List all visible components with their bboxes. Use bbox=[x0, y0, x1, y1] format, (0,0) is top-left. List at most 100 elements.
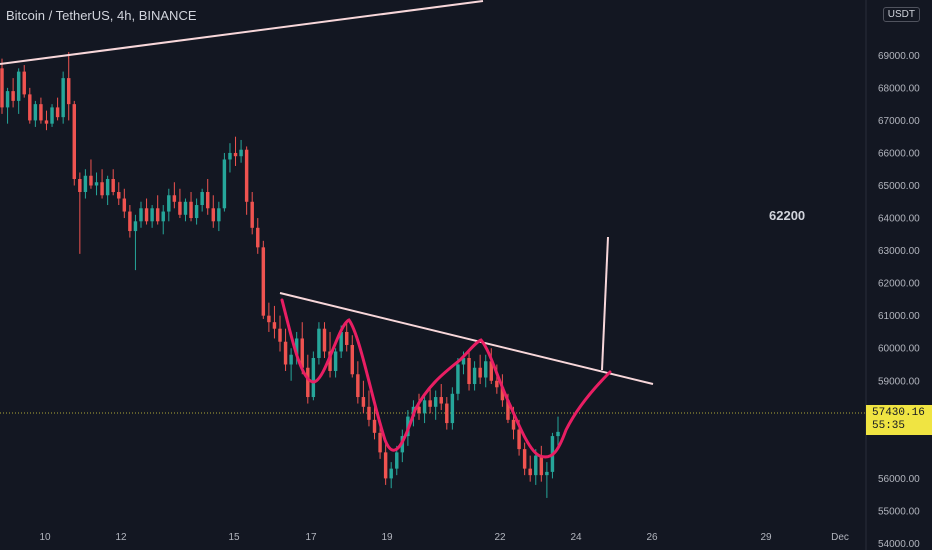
candle-body bbox=[500, 387, 505, 401]
candle-body bbox=[0, 68, 4, 108]
candle-body bbox=[456, 364, 460, 394]
candle-body bbox=[28, 94, 32, 121]
chart-title: Bitcoin / TetherUS, 4h, BINANCE bbox=[6, 8, 197, 23]
time-tick-label: Dec bbox=[831, 532, 849, 543]
price-tick-label: 63000.00 bbox=[878, 246, 920, 257]
currency-badge[interactable]: USDT bbox=[882, 7, 920, 22]
price-tick-label: 61000.00 bbox=[878, 311, 920, 322]
candle-body bbox=[333, 351, 338, 372]
candle-body bbox=[506, 400, 510, 420]
price-tick-label: 67000.00 bbox=[878, 116, 920, 127]
candle-body bbox=[478, 367, 482, 378]
candle-body bbox=[522, 449, 527, 469]
candle-body bbox=[189, 201, 193, 219]
candle-body bbox=[133, 221, 138, 232]
price-tick-label: 60000.00 bbox=[878, 344, 920, 355]
price-tick-label: 62000.00 bbox=[878, 279, 920, 290]
candle-body bbox=[395, 452, 399, 469]
candle-body bbox=[495, 380, 499, 388]
candle-body bbox=[311, 357, 316, 398]
candle-body bbox=[83, 175, 88, 193]
candle-body bbox=[556, 431, 560, 437]
candle-body bbox=[16, 71, 21, 101]
candle-body bbox=[417, 406, 421, 414]
candle-body bbox=[461, 357, 466, 365]
candle-body bbox=[111, 178, 115, 193]
time-axis[interactable]: 10 12 15 17 19 22 24 26 29 Dec bbox=[39, 532, 848, 543]
candle-body bbox=[239, 149, 243, 157]
candle-body bbox=[244, 149, 249, 202]
candle-body bbox=[483, 361, 488, 378]
price-tick-label: 66000.00 bbox=[878, 148, 920, 159]
candle-body bbox=[450, 393, 455, 424]
neckline-trendline bbox=[279, 292, 654, 385]
candle-body bbox=[383, 452, 388, 479]
drawings-layer: 62200 bbox=[0, 0, 805, 459]
candle-body bbox=[300, 338, 304, 368]
time-tick-label: 22 bbox=[494, 532, 506, 543]
candle-body bbox=[139, 208, 143, 222]
candle-body bbox=[205, 192, 210, 209]
candle-body bbox=[361, 397, 366, 407]
candle-body bbox=[256, 227, 260, 248]
candle-body bbox=[445, 403, 449, 424]
price-tick-label: 65000.00 bbox=[878, 181, 920, 192]
candle-body bbox=[194, 205, 199, 219]
candle-body bbox=[44, 120, 49, 124]
candle-body bbox=[89, 175, 93, 186]
candle-body bbox=[433, 397, 438, 407]
candle-body bbox=[356, 374, 360, 398]
candle-body bbox=[155, 208, 160, 222]
candle-body bbox=[472, 367, 477, 385]
candle-body bbox=[289, 354, 293, 365]
candle-body bbox=[528, 468, 532, 476]
candle-body bbox=[122, 198, 127, 212]
bar-countdown: 55:35 bbox=[872, 420, 906, 432]
price-tick-label: 64000.00 bbox=[878, 214, 920, 225]
candle-body bbox=[228, 152, 232, 160]
price-tick-label: 54000.00 bbox=[878, 539, 920, 550]
candle-body bbox=[422, 400, 427, 414]
candle-body bbox=[233, 152, 238, 157]
candle-body bbox=[545, 471, 549, 476]
candle-body bbox=[94, 182, 99, 186]
candle-body bbox=[367, 406, 371, 420]
time-tick-label: 17 bbox=[305, 532, 317, 543]
candle-body bbox=[183, 201, 188, 215]
candle-body bbox=[306, 367, 310, 398]
candle-body bbox=[5, 91, 10, 108]
candle-body bbox=[11, 91, 15, 101]
candle-body bbox=[117, 192, 121, 199]
price-tick-label: 69000.00 bbox=[878, 51, 920, 62]
time-tick-label: 10 bbox=[39, 532, 51, 543]
time-tick-label: 24 bbox=[570, 532, 582, 543]
candle-body bbox=[150, 208, 154, 222]
time-tick-label: 19 bbox=[381, 532, 393, 543]
breakout-projection-line bbox=[601, 236, 609, 371]
candle-body bbox=[33, 104, 38, 121]
time-tick-label: 12 bbox=[115, 532, 127, 543]
candle-body bbox=[511, 419, 516, 430]
candle-body bbox=[167, 195, 171, 212]
candle-body bbox=[489, 361, 494, 381]
candle-body bbox=[517, 429, 521, 450]
candle-body bbox=[55, 107, 60, 118]
candle-body bbox=[72, 104, 77, 179]
price-tick-label: 68000.00 bbox=[878, 83, 920, 94]
candle-body bbox=[278, 328, 282, 342]
candle-body bbox=[217, 208, 221, 222]
candle-body bbox=[534, 455, 538, 476]
candle-body bbox=[283, 341, 288, 365]
last-price-label: 57430.16 55:35 bbox=[866, 405, 932, 435]
candle-body bbox=[78, 178, 82, 193]
price-axis[interactable]: 69000.00 68000.00 67000.00 66000.00 65000.00… bbox=[865, 0, 920, 550]
head-and-shoulders-curve bbox=[280, 298, 612, 459]
candle-body bbox=[128, 211, 132, 232]
candle-body bbox=[267, 315, 271, 323]
candle-body bbox=[322, 328, 327, 352]
candle-body bbox=[250, 201, 254, 228]
target-annotation: 62200 bbox=[769, 208, 805, 223]
candle-body bbox=[372, 419, 377, 433]
candle-body bbox=[439, 397, 443, 404]
